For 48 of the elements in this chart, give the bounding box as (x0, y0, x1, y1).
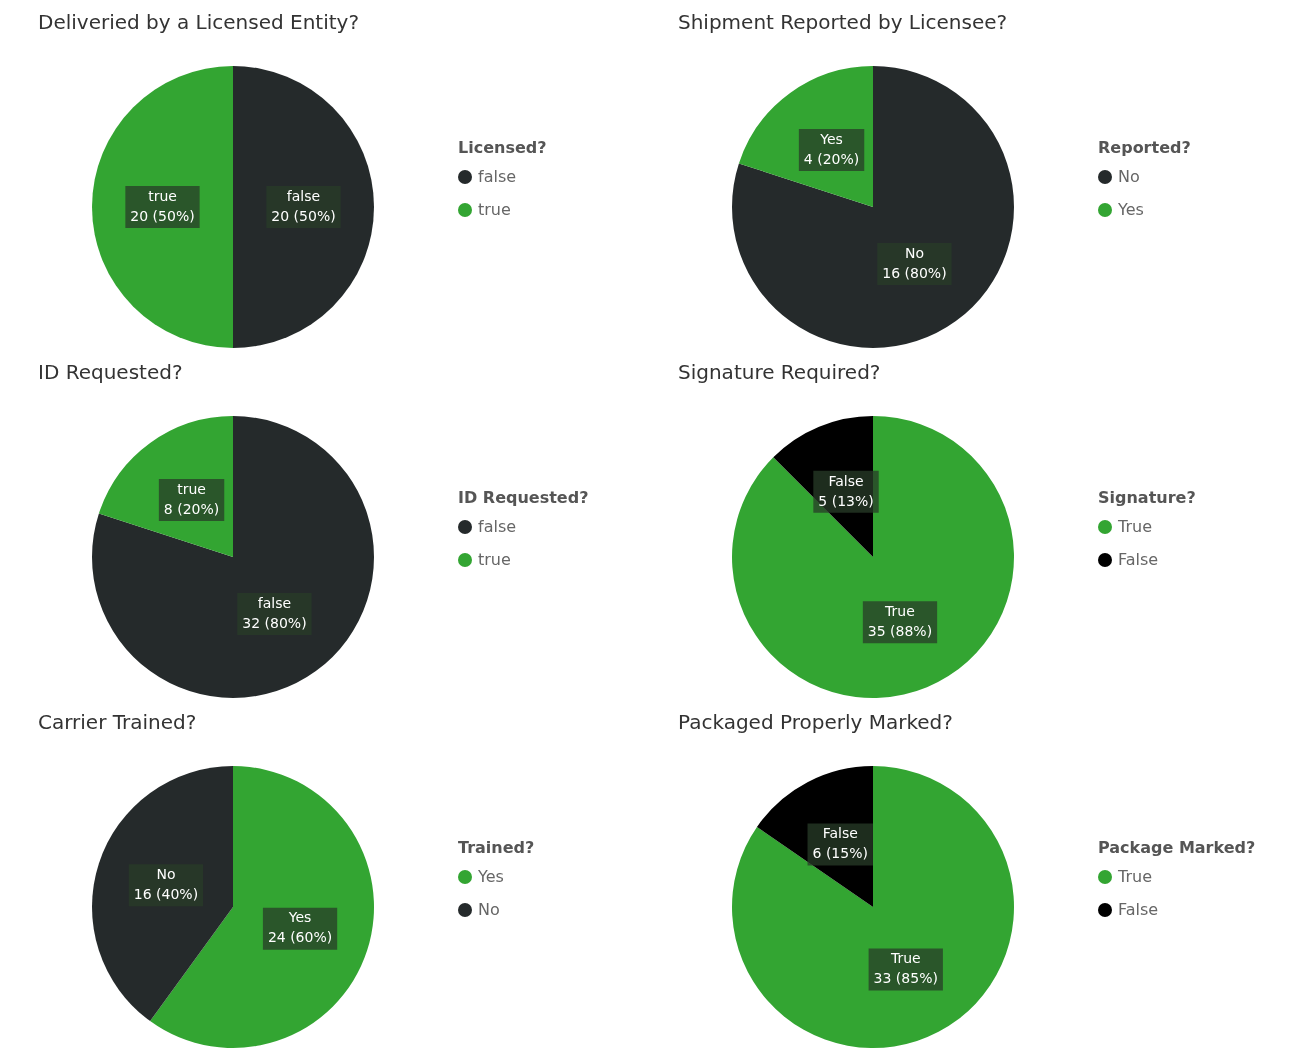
slice-label: false (257, 594, 292, 611)
legend-title: Reported? (1098, 138, 1192, 157)
legend-title: Licensed? (458, 138, 548, 157)
slice-label: true (177, 480, 206, 497)
slice-label: True (889, 950, 921, 967)
legend-title: Package Marked? (1098, 838, 1257, 857)
slice-label: Yes (287, 909, 312, 926)
data-label: 35 (88%) (867, 622, 933, 639)
data-label: 20 (50%) (271, 207, 336, 224)
chart-title: Shipment Reported by Licensee? (678, 10, 1008, 35)
data-label: 5 (13%) (818, 492, 874, 509)
slice-label: False (822, 825, 858, 842)
slice-label: False (828, 472, 864, 489)
data-label: 20 (50%) (130, 207, 195, 224)
chart-title: Signature Required? (678, 360, 881, 385)
chart-title: Packaged Properly Marked? (678, 710, 953, 735)
legend-label: false (478, 167, 517, 186)
data-label: 16 (40%) (133, 885, 199, 902)
legend-label: true (478, 200, 511, 219)
legend-label: No (478, 900, 500, 919)
data-label: 16 (80%) (882, 264, 947, 281)
chart-title: Deliveried by a Licensed Entity? (38, 10, 360, 35)
data-label: 33 (85%) (873, 970, 938, 987)
data-label: 4 (20%) (803, 150, 860, 167)
slice-label: No (156, 865, 176, 882)
data-label: 6 (15%) (812, 845, 868, 862)
data-label: 8 (20%) (163, 500, 220, 517)
legend-title: ID Requested? (458, 488, 590, 507)
chart-title: Carrier Trained? (38, 710, 197, 735)
slice-label: true (148, 187, 177, 204)
slice-label: false (286, 187, 321, 204)
data-label: 32 (80%) (242, 614, 307, 631)
chart-title: ID Requested? (38, 360, 183, 385)
slice-label: True (884, 602, 915, 619)
legend-label: True (1118, 517, 1152, 536)
legend-label: Yes (1118, 200, 1144, 219)
slice-label: Yes (819, 130, 843, 147)
legend-label: Yes (478, 867, 504, 886)
legend-title: Trained? (458, 838, 536, 857)
legend-label: true (478, 550, 511, 569)
legend-label: No (1118, 167, 1140, 186)
legend-label: False (1118, 900, 1159, 919)
data-label: 24 (60%) (267, 929, 333, 946)
slice-label: No (904, 244, 924, 261)
legend-label: True (1118, 867, 1152, 886)
legend-title: Signature? (1098, 488, 1197, 507)
legend-label: false (478, 517, 517, 536)
legend-label: False (1118, 550, 1159, 569)
